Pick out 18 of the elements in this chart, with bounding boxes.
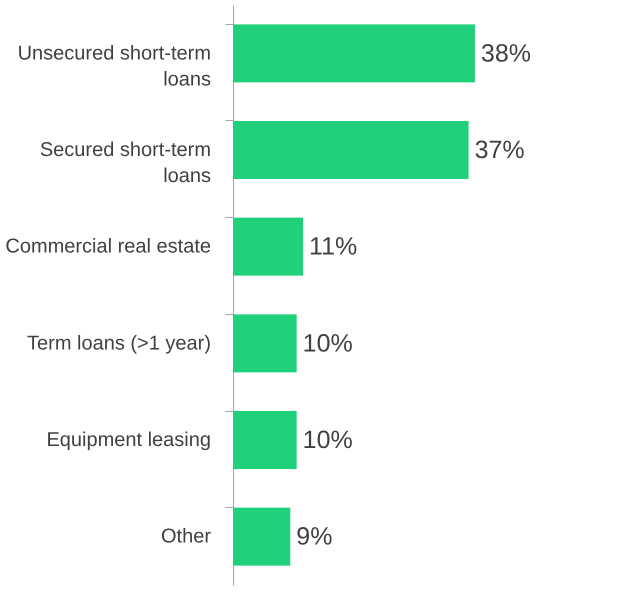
y-tick-label: Term loans (>1 year) (27, 332, 211, 354)
bar (233, 508, 290, 566)
data-label: 11% (309, 232, 358, 261)
data-label: 38% (480, 39, 531, 68)
data-label: 10% (302, 426, 353, 454)
y-tick-label: Commercial real estate (5, 236, 211, 258)
bar (233, 218, 304, 276)
y-tick-label: Equipment leasing (46, 429, 211, 451)
y-tick-label: Secured short-term loans (40, 139, 211, 187)
data-label: 9% (296, 522, 332, 551)
bar (233, 24, 475, 82)
y-tick-label: Other (160, 526, 212, 548)
bar (233, 314, 297, 372)
data-label: 37% (474, 136, 525, 164)
bar (233, 411, 297, 469)
data-label: 10% (302, 329, 353, 358)
bar (233, 121, 469, 179)
y-tick-label: Unsecured short-term loans (18, 42, 211, 90)
